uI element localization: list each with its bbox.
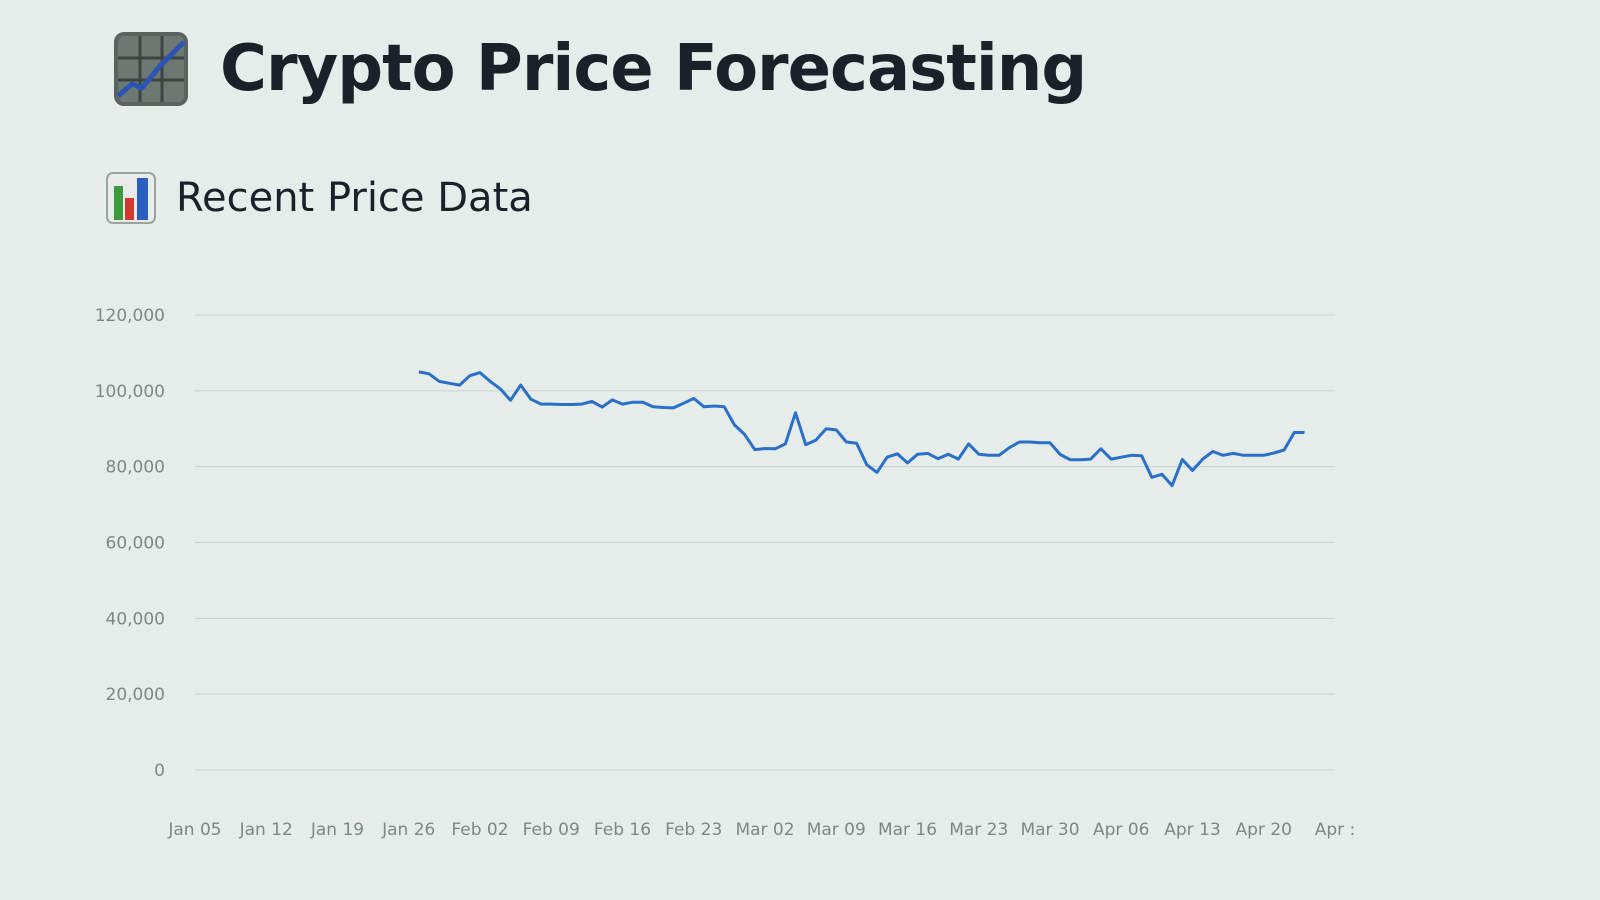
y-tick-label: 60,000 xyxy=(106,534,165,554)
page-title: Crypto Price Forecasting xyxy=(220,32,1087,106)
x-tick-label: Apr 13 xyxy=(1164,820,1220,840)
y-tick-label: 40,000 xyxy=(106,609,165,629)
x-tick-label: Mar 23 xyxy=(949,820,1008,840)
series-line xyxy=(418,370,1305,488)
x-tick-label: Feb 09 xyxy=(523,820,580,840)
x-tick-label: Feb 16 xyxy=(594,820,651,840)
x-tick-label: Jan 26 xyxy=(381,820,435,840)
line-chart-svg: 0 20,000 40,000 60,000 80,000 100,000 120,000 J… xyxy=(95,306,1356,840)
title-row: Crypto Price Forecasting xyxy=(112,30,1087,108)
price-chart: 0 20,000 40,000 60,000 80,000 100,000 120,000 J… xyxy=(0,280,1600,880)
chart-increasing-icon xyxy=(112,30,190,108)
x-tick-label: Jan 12 xyxy=(239,820,293,840)
x-tick-label: Mar 09 xyxy=(807,820,866,840)
bar-chart-icon xyxy=(106,172,156,224)
y-tick-label: 120,000 xyxy=(95,306,165,326)
x-tick-label: Mar 16 xyxy=(878,820,937,840)
x-tick-label: Jan 19 xyxy=(310,820,364,840)
section-title: Recent Price Data xyxy=(176,175,533,221)
y-tick-label: 0 xyxy=(154,761,165,781)
x-tick-label: Jan 05 xyxy=(167,820,221,840)
y-tick-label: 20,000 xyxy=(106,685,165,705)
section-header: Recent Price Data xyxy=(106,172,533,224)
x-tick-label: Apr 06 xyxy=(1093,820,1149,840)
x-tick-label: Feb 02 xyxy=(451,820,508,840)
x-tick-label: Feb 23 xyxy=(665,820,722,840)
x-tick-label: Mar 02 xyxy=(735,820,794,840)
y-tick-label: 100,000 xyxy=(95,382,165,402)
x-tick-label: Mar 30 xyxy=(1020,820,1079,840)
x-tick-label: Apr 20 xyxy=(1236,820,1292,840)
x-tick-label: Apr : xyxy=(1315,820,1356,840)
y-tick-label: 80,000 xyxy=(106,458,165,478)
